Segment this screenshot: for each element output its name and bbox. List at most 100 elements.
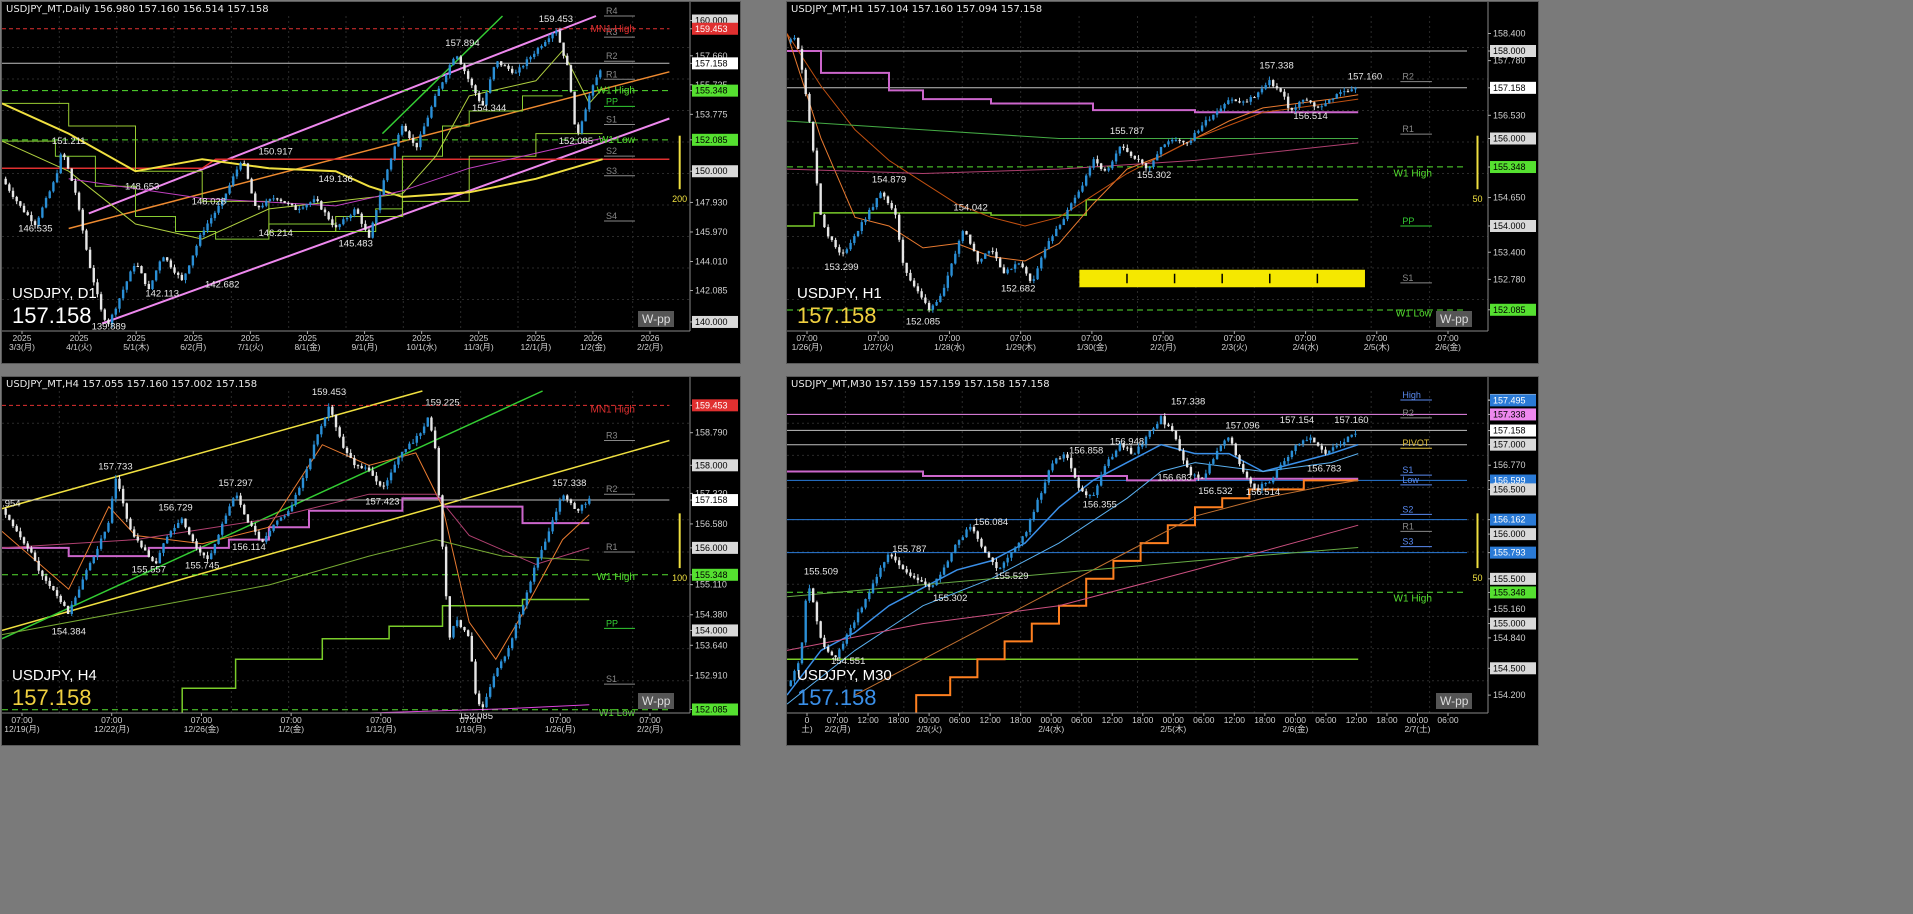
candle-body: [389, 158, 393, 170]
candle-body: [1189, 140, 1193, 144]
time-tick-label: 2026 1/2(金): [580, 333, 606, 352]
chart-panel-h4[interactable]: USDJPY_MT,H4 157.055 157.160 157.002 157…: [1, 376, 741, 746]
candle-body: [533, 53, 536, 58]
pivot-level-label: PP: [1402, 216, 1414, 226]
candle-body: [81, 209, 84, 231]
price-tag: 158.000: [695, 460, 728, 470]
price-annotation: 156.532: [1198, 486, 1232, 497]
price-tag-bg: [692, 22, 738, 35]
candle-body: [984, 253, 987, 259]
candle-body: [555, 511, 558, 521]
candle-body: [507, 65, 510, 69]
candle-body: [1077, 191, 1080, 198]
side-level-label: W1 High: [1394, 169, 1432, 180]
candle-body: [228, 185, 231, 194]
candle-body: [99, 538, 103, 549]
price-annotation: 156.783: [1307, 464, 1341, 475]
candle-body: [1122, 146, 1125, 148]
candle-body: [455, 620, 459, 626]
candle-body: [389, 472, 393, 481]
chart-panel-m30[interactable]: USDJPY_MT,M30 157.159 157.159 157.158 15…: [786, 376, 1539, 746]
candle-body: [946, 561, 950, 568]
chart-panel-h1[interactable]: USDJPY_MT,H1 157.104 157.160 157.094 157…: [786, 1, 1539, 364]
candle-body: [176, 522, 180, 528]
candle-body: [1129, 151, 1133, 156]
candle-body: [349, 452, 352, 458]
candle-body: [987, 552, 991, 558]
candle-body: [118, 478, 121, 489]
candle-body: [290, 504, 294, 512]
candle-body: [1159, 416, 1163, 425]
candle-body: [496, 61, 499, 68]
time-tick-label: 12:00: [1346, 715, 1368, 725]
wpp-button[interactable]: W-pp: [638, 693, 675, 709]
candle-body: [1002, 267, 1006, 274]
candle-body: [1200, 125, 1204, 131]
candle-body: [169, 260, 173, 268]
candle-body: [81, 579, 84, 590]
candle-body: [883, 192, 886, 197]
candle-body: [924, 297, 927, 303]
candle-body: [931, 585, 935, 587]
candle-body: [815, 602, 819, 622]
candle-body: [1111, 456, 1114, 460]
candle-body: [320, 426, 323, 435]
candle-body: [856, 230, 860, 237]
candle-body: [830, 651, 834, 656]
candle-body: [1122, 443, 1125, 448]
candle-body: [444, 546, 448, 597]
candle-body: [1051, 236, 1054, 242]
candle-body: [972, 526, 976, 532]
candle-body: [96, 548, 99, 557]
candle-body: [393, 464, 396, 473]
price-tag-bg: [1490, 408, 1536, 421]
candle-body: [481, 100, 485, 106]
candle-body: [580, 121, 584, 133]
wpp-button[interactable]: W-pp: [1436, 693, 1473, 709]
pivot-level-label: S1: [1402, 465, 1413, 475]
candle-body: [1294, 445, 1297, 452]
candle-body: [1118, 146, 1122, 154]
candle-body: [1058, 458, 1062, 460]
moving-average-line: [68, 137, 603, 207]
time-tick-label: 2026 2/2(月): [637, 333, 663, 352]
candle-body: [853, 622, 856, 628]
candle-body: [1354, 433, 1357, 435]
candle-body: [1335, 445, 1338, 448]
candle-body: [129, 271, 132, 282]
candle-body: [1354, 87, 1357, 90]
price-tag: 156.000: [1493, 529, 1526, 539]
candle-body: [1010, 552, 1013, 558]
price-annotation: 146.535: [18, 224, 52, 235]
candle-body: [404, 125, 407, 132]
price-tag-bg: [692, 399, 738, 412]
candle-body: [558, 500, 562, 512]
candle-body: [180, 274, 184, 280]
price-annotation: 155.302: [933, 593, 967, 604]
wpp-button[interactable]: W-pp: [1436, 311, 1473, 327]
time-tick-label: 2025 11/3(月): [464, 333, 494, 352]
price-tick-label: 142.085: [695, 286, 728, 296]
candle-body: [577, 508, 580, 511]
price-annotation: 156.084: [974, 517, 1008, 528]
candle-body: [886, 554, 890, 563]
candle-body: [33, 552, 37, 561]
time-tick-label: 07:00 1/29(木): [1005, 333, 1036, 352]
candle-body: [199, 234, 202, 246]
trend-line: [68, 71, 670, 230]
price-annotation: 157.160: [1334, 415, 1368, 426]
candle-body: [1286, 457, 1290, 462]
candle-body: [316, 434, 319, 445]
candle-body: [547, 38, 551, 43]
candle-body: [1062, 219, 1065, 226]
price-annotation: 153.299: [824, 262, 858, 273]
candle-body: [55, 173, 59, 183]
wpp-button[interactable]: W-pp: [638, 311, 675, 327]
chart-current-price: 157.158: [12, 303, 92, 328]
chart-panel-d1[interactable]: USDJPY_MT,Daily 156.980 157.160 156.514 …: [1, 1, 741, 364]
candle-body: [1208, 463, 1211, 474]
candle-body: [342, 436, 345, 448]
candle-body: [70, 168, 73, 181]
candle-body: [1066, 209, 1069, 220]
candle-body: [298, 487, 301, 495]
